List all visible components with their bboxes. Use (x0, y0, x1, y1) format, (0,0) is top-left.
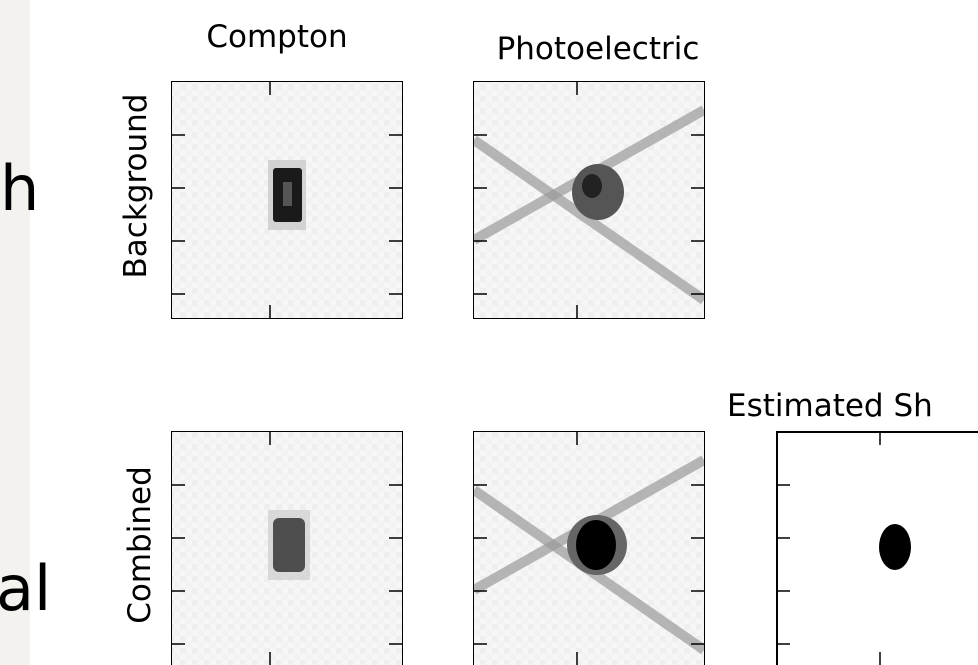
slide: h al Compton Photoelectric Estimated Sh … (0, 0, 978, 665)
column-title: Estimated Sh (727, 388, 933, 424)
image-panel (777, 432, 978, 665)
row-label: Background (118, 94, 154, 279)
row-label: Combined (122, 466, 158, 624)
image-panel (474, 82, 704, 318)
image-panel (172, 432, 402, 665)
image-panel (172, 82, 402, 318)
side-text: al (0, 552, 51, 625)
column-title: Photoelectric (497, 31, 700, 67)
column-title: Compton (206, 19, 347, 55)
side-text: h (0, 152, 39, 225)
image-panel (474, 432, 704, 665)
